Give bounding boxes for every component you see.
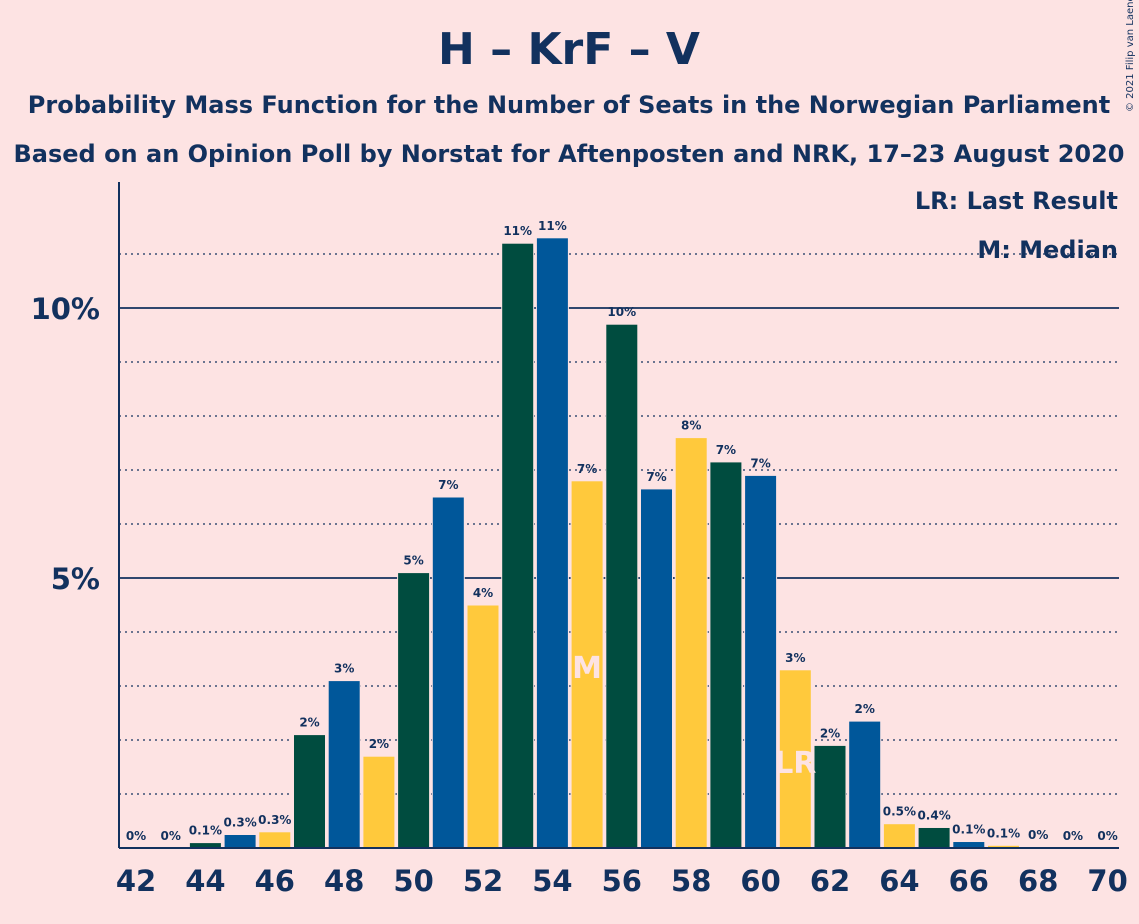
x-tick-label: 54 [532,864,572,898]
bar-label-seat-46: 0.3% [258,813,291,827]
bar-label-seat-49: 2% [369,737,389,751]
legend-median: M: Median [977,236,1118,264]
bar-label-seat-57: 7% [646,470,666,484]
x-tick-label: 68 [1018,864,1058,898]
bar-seat-47 [293,734,326,849]
x-tick-label: 66 [949,864,989,898]
x-tick-label: 70 [1087,864,1127,898]
last-result-marker: LR [774,746,816,781]
bar-seat-54 [535,237,569,849]
x-tick-label: 62 [810,864,850,898]
bar-seat-63 [848,720,882,849]
x-tick-label: 58 [671,864,711,898]
bar-label-seat-64: 0.5% [883,805,916,819]
bar-label-seat-51: 7% [438,478,458,492]
bar-label-seat-52: 4% [473,586,493,600]
chart-subtitle-1: Probability Mass Function for the Number… [28,91,1110,119]
bar-seat-48 [327,680,361,849]
bar-seat-45 [223,834,257,849]
bar-label-seat-59: 7% [716,443,736,457]
x-tick-label: 60 [740,864,780,898]
x-tick-label: 64 [879,864,919,898]
bar-seat-55 [570,480,604,849]
bar-seat-61 [778,669,812,849]
x-tick-label: 46 [255,864,295,898]
bar-label-seat-61: 3% [785,651,805,665]
bar-seat-46 [258,831,292,849]
x-tick-label: 50 [393,864,433,898]
legend-last-result: LR: Last Result [915,187,1118,215]
bar-label-seat-56: 10% [607,305,636,319]
bar-label-seat-67: 0.1% [987,826,1020,840]
chart-title: H – KrF – V [438,24,700,75]
median-marker: M [572,651,602,686]
bar-label-seat-63: 2% [855,702,875,716]
chart-subtitle-2: Based on an Opinion Poll by Norstat for … [13,140,1124,168]
bar-label-seat-53: 11% [503,224,532,238]
x-tick-label: 48 [324,864,364,898]
x-tick-label: 42 [116,864,156,898]
bar-label-seat-44: 0.1% [189,824,222,838]
bar-label-seat-48: 3% [334,662,354,676]
bar-label-seat-66: 0.1% [952,823,985,837]
bar-seat-62 [813,744,847,849]
bar-label-seat-68: 0% [1028,828,1048,842]
bar-label-seat-47: 2% [299,716,319,730]
bar-label-seat-65: 0.4% [917,808,950,822]
bar-label-seat-43: 0% [161,829,181,843]
copyright-notice: © 2021 Filip van Laenen [1125,0,1136,112]
bar-label-seat-58: 8% [681,419,701,433]
bar-seat-65 [917,826,951,849]
bar-seat-59 [709,461,743,849]
bar-label-seat-69: 0% [1063,829,1083,843]
bar-seat-58 [674,437,708,849]
y-tick-label: 10% [31,292,100,326]
x-tick-label: 44 [185,864,225,898]
bar-label-seat-70: 0% [1097,829,1117,843]
x-axis-ticks: 42 44 46 48 50 52 54 56 58 60 62 64 66 68 70 [116,864,1128,898]
bar-label-seat-54: 11% [538,219,567,233]
bars-group [188,237,1055,849]
bar-label-seat-62: 2% [820,726,840,740]
bar-label-seat-50: 5% [403,554,423,568]
bar-seat-51 [431,496,465,849]
bar-label-seat-55: 7% [577,462,597,476]
x-tick-label: 56 [602,864,642,898]
bar-label-seat-45: 0.3% [223,816,256,830]
bar-labels-group: 0% 0% 0.1%0.3% 0.3%2%3%2%5%7%4%11% 11%7%10%7… [126,219,1118,843]
bar-seat-50 [397,572,431,849]
bar-label-seat-60: 7% [750,456,770,470]
bar-seat-60 [744,474,778,849]
y-tick-label: 5% [51,562,100,596]
bar-seat-53 [501,242,535,849]
bar-seat-64 [882,823,916,849]
bar-label-seat-42: 0% [126,829,146,843]
x-tick-label: 52 [463,864,503,898]
bar-seat-49 [362,755,396,849]
bar-seat-56 [605,323,639,849]
y-axis-ticks: 5% 10% [31,292,100,596]
bar-seat-57 [640,488,673,849]
bar-seat-52 [466,604,500,849]
